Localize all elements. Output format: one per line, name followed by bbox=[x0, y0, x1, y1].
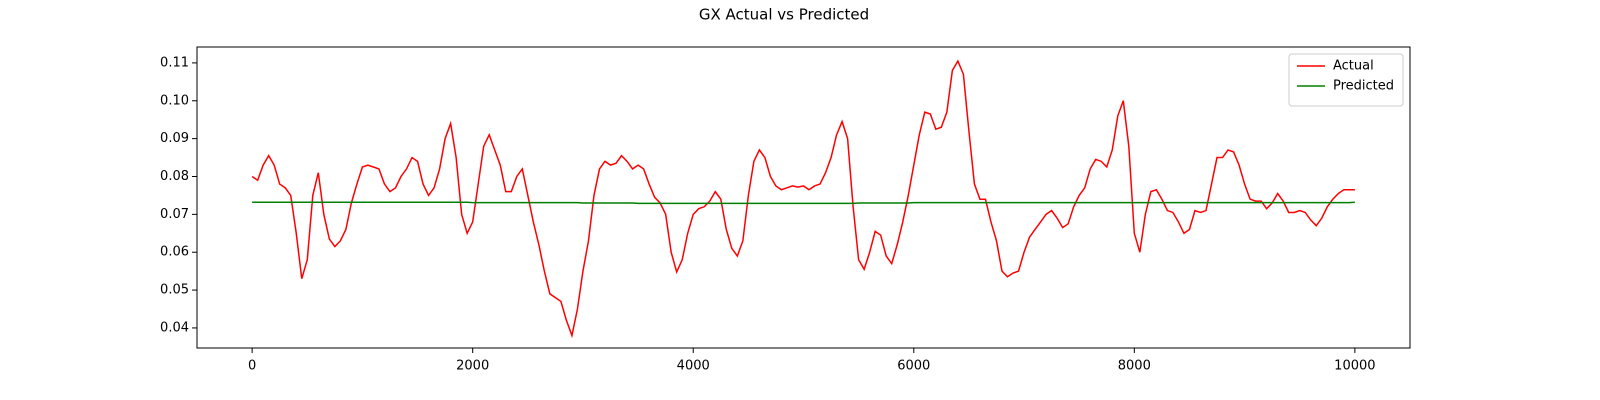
y-tick-label: 0.05 bbox=[160, 283, 189, 298]
plot-frame bbox=[196, 46, 1411, 349]
x-tick-label: 8000 bbox=[1118, 359, 1151, 374]
y-tick-label: 0.04 bbox=[160, 320, 189, 335]
x-tick-label: 6000 bbox=[897, 359, 930, 374]
y-tick-label: 0.09 bbox=[160, 131, 189, 146]
y-tick-label: 0.11 bbox=[160, 55, 189, 70]
y-tick-label: 0.06 bbox=[160, 245, 189, 260]
legend-label: Predicted bbox=[1333, 79, 1394, 94]
line-series bbox=[252, 201, 1355, 205]
x-tick-label: 0 bbox=[248, 359, 256, 374]
y-tick-label: 0.07 bbox=[160, 207, 189, 222]
legend-box bbox=[1288, 53, 1404, 107]
y-tick-label: 0.10 bbox=[160, 93, 189, 108]
x-tick-label: 10000 bbox=[1334, 359, 1375, 374]
legend-label: Actual bbox=[1333, 59, 1374, 74]
x-tick-label: 4000 bbox=[677, 359, 710, 374]
x-tick-label: 2000 bbox=[456, 359, 489, 374]
chart-title: GX Actual vs Predicted bbox=[699, 6, 869, 24]
y-tick-label: 0.08 bbox=[160, 169, 189, 184]
line-series bbox=[251, 59, 1355, 339]
